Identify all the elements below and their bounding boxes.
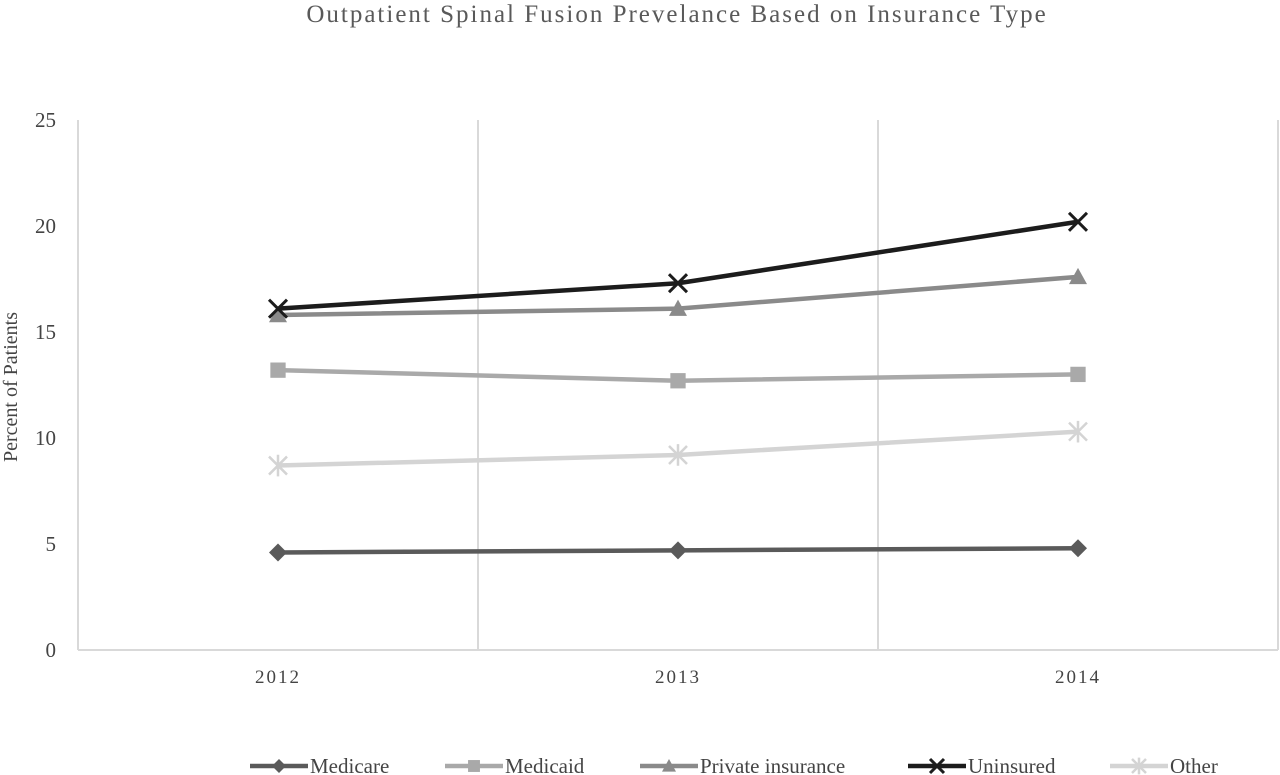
x-marker [267,298,289,319]
star-marker [268,454,288,477]
star-marker [1068,420,1088,443]
triangle-marker [1069,267,1087,285]
data-point [669,299,687,316]
legend-label: Other [1170,754,1218,775]
triangle-marker [662,759,676,772]
x-marker [1067,211,1089,232]
series-other [268,420,1088,477]
legend-item: Medicaid [445,754,585,775]
legend-item: Uninsured [908,754,1056,775]
y-tick-label: 20 [35,214,56,238]
y-tick-label: 0 [46,638,57,662]
y-tick-labels: 0 5 10 15 20 25 [35,108,56,662]
data-point [269,543,287,562]
diamond-marker [1069,539,1087,558]
diamond-marker [272,759,286,773]
series-uninsured [267,211,1089,319]
data-point [670,373,686,389]
square-marker [468,760,480,772]
data-point [1069,267,1087,285]
chart-title: Outpatient Spinal Fusion Prevelance Base… [306,1,1047,28]
data-point [1069,539,1087,558]
y-tick-label: 15 [35,320,56,344]
data-point [667,273,689,294]
data-point [669,541,687,560]
y-tick-label: 10 [35,426,56,450]
legend-item: Other [1110,754,1218,775]
triangle-marker [269,306,287,323]
data-point [267,298,289,319]
star-marker [1131,757,1147,775]
series-medicaid [270,362,1086,389]
y-axis-label: Percent of Patients [0,312,22,462]
legend-item: Private insurance [640,754,845,775]
data-point [270,362,286,378]
y-tick-label: 25 [35,108,56,132]
triangle-marker [669,299,687,316]
data-point [1070,366,1086,383]
legend-label: Medicaid [505,754,585,775]
data-point [668,444,688,466]
series-private-insurance [269,267,1087,323]
diamond-marker [669,541,687,560]
legend-label: Uninsured [968,754,1056,775]
data-point [269,306,287,323]
gridlines [77,120,1279,650]
series-line [277,219,1079,311]
legend: Medicare Medicaid Private insurance Uninsur… [250,754,1218,775]
legend-item: Medicare [250,754,389,775]
x-tick-label: 2013 [655,667,701,688]
x-tick-label: 2014 [1055,667,1101,688]
diamond-marker [269,543,287,562]
legend-label: Private insurance [700,754,845,775]
data-point [1067,211,1089,232]
x-tick-label: 2012 [255,667,301,688]
square-marker [670,373,686,389]
star-marker [668,444,688,466]
data-point [268,454,288,477]
square-marker [270,362,286,378]
series-lines [267,211,1089,562]
data-point [1068,420,1088,443]
legend-label: Medicare [310,754,389,775]
y-tick-label: 5 [46,532,57,556]
square-marker [1070,366,1086,383]
x-tick-labels: 2012 2013 2014 [255,667,1101,688]
series-medicare [269,539,1087,562]
x-marker [928,757,946,775]
x-marker [667,273,689,294]
